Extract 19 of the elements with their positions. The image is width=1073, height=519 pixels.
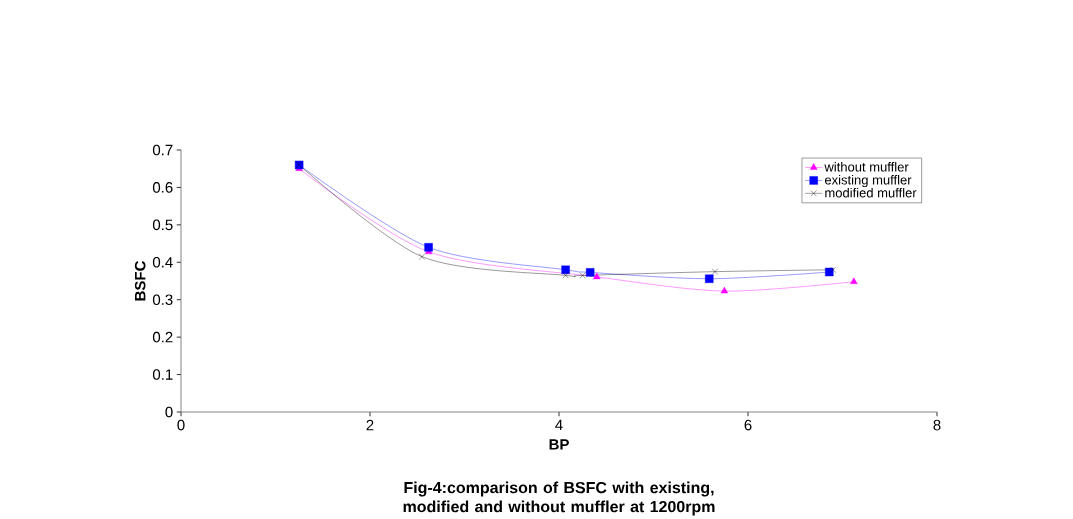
y-axis-title: BSFC: [134, 261, 146, 301]
text: Fig-4:comparison of BSFC with existing, modified and without muffler at 1200rpm: [403, 481, 715, 516]
legend-label: without muffler: [824, 162, 909, 172]
y-tick-label: 0.4: [152, 257, 173, 268]
x-tick-label: 6: [744, 419, 752, 431]
y-tick-label: 0.5: [152, 219, 173, 231]
y-tick-label: 0.3: [152, 294, 173, 306]
y-tick-label: 0.2: [152, 331, 173, 343]
y-tick-label: 0.6: [152, 182, 173, 193]
x-tick-label: 4: [555, 419, 563, 431]
x-tick-label: 2: [366, 419, 374, 431]
y-tick-label: 0: [165, 406, 173, 418]
legend-label: modified muffler: [825, 188, 917, 198]
x-tick-label: 8: [933, 419, 941, 431]
x-tick-label: 0: [177, 419, 185, 431]
y-tick-label: 0.1: [152, 369, 173, 380]
x-axis-title: BP: [549, 439, 569, 450]
y-tick-label: 0.7: [152, 144, 173, 156]
legend-label: existing muffler: [824, 175, 912, 188]
